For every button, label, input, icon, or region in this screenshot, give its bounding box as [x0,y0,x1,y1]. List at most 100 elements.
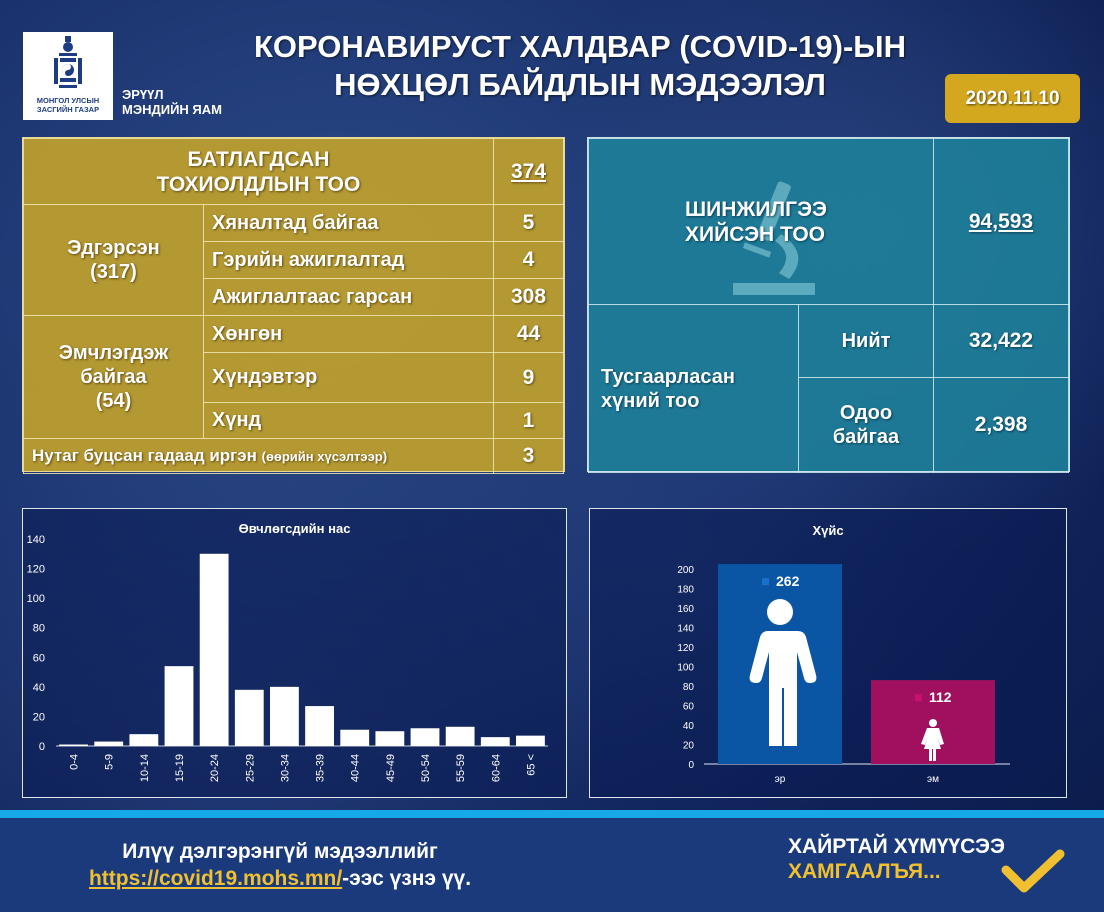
y-tick-label: 100 [27,593,45,605]
date-badge: 2020.11.10 [945,74,1080,123]
confirmed-title-line1: БАТЛАГДСАН [187,147,330,171]
ministry-name: ЭРҮҮЛ МЭНДИЙН ЯАМ [122,87,222,117]
age-bar [234,689,264,746]
row-value: 44 [493,315,564,353]
female-person-icon [921,719,944,761]
x-tick-label: 5-9 [104,754,116,770]
isolated-label-line1: Тусгаарласан [601,365,735,388]
age-bar [270,686,299,746]
footer: Илүү дэлгэрэнгүй мэдээллийг https://covi… [0,818,1104,912]
government-logo: МОНГОЛ УЛСЫН ЗАСГИЙН ГАЗАР [23,32,113,120]
current-label-line1: Одоо [839,402,893,424]
gender-bar-chart: 0 20 40 60 80 100 120 140 160 180 200 262 эр 112 эм [677,564,1010,785]
data-label: 262 [776,573,800,589]
row-value: 1 [493,402,564,439]
foreign-returned-label: Нутаг буцсан гадаад иргэн (өөрийн хүсэлт… [23,438,494,474]
y-tick-label: 0 [39,741,45,753]
y-tick-label: 20 [33,711,45,723]
y-tick-label: 40 [33,682,45,694]
confirmed-cases-table: БАТЛАГДСАН ТОХИОЛДЛЫН ТОО 374 Эдгэрсэн (… [22,137,565,474]
isolated-current-value: 2,398 [933,377,1069,473]
y-tick-label: 200 [677,565,694,576]
age-bar [164,666,194,746]
y-tick-label: 140 [677,624,694,635]
x-tick-label: 65 < [525,754,537,776]
covid-website-link[interactable]: https://covid19.mohs.mn/ [88,867,343,890]
current-label-line2: байгаа [832,426,900,448]
isolated-current-label: Одоо байгаа [798,377,934,473]
tests-header: ШИНЖИЛГЭЭ ХИЙСЭН ТОО [588,138,934,305]
age-bar [410,728,440,746]
in-treatment-group: Эмчлэгдэж байгаа (54) [23,315,204,439]
isolated-label-line2: хүний тоо [601,389,700,412]
tests-label-line1: ШИНЖИЛГЭЭ [685,197,827,221]
slogan-line2: ХАМГААЛЪЯ... [788,860,941,883]
age-bar [516,735,545,746]
in-treatment-label-line1: Эмчлэгдэж [58,342,169,364]
y-tick-label: 40 [683,721,695,732]
isolated-group: Тусгаарласан хүний тоо [588,304,799,473]
age-bar [480,737,510,746]
row-label: Гэрийн ажиглалтад [203,241,494,279]
x-tick-label: 40-44 [350,754,362,782]
y-tick-label: 0 [688,760,694,771]
age-bar [445,726,475,746]
foreign-returned-text: Нутаг буцсан гадаад иргэн [32,446,257,465]
recovered-group: Эдгэрсэн (317) [23,204,204,316]
tests-isolation-table: ШИНЖИЛГЭЭ ХИЙСЭН ТОО 94,593 Тусгаарласан… [587,137,1070,473]
x-tick-label: 10-14 [139,754,151,782]
age-bar [375,731,405,746]
age-bar [199,553,229,746]
x-tick-label: 20-24 [209,754,221,782]
footer-info-suffix: -ээс үзнэ үү. [342,867,472,890]
title-line1: КОРОНАВИРУСТ ХАЛДВАР (COVID-19)-ЫН [253,29,907,64]
row-label: Ажиглалтаас гарсан [203,278,494,316]
footer-info-line1: Илүү дэлгэрэнгүй мэдээллийг [122,840,438,863]
y-tick-label: 20 [683,741,695,752]
gender-chart-title: Хүйс [812,523,844,538]
age-bar-chart: 0 20 40 60 80 100 120 140 0-4 5-9 10-14 15-19 20-24 2… [27,534,548,782]
legend-swatch-icon [915,694,922,702]
slogan: ХАЙРТАЙ ХҮМҮҮСЭЭ ХАМГААЛЪЯ... [788,834,1005,884]
x-tick-label: 0-4 [69,754,81,770]
x-tick-label: 50-54 [420,754,432,782]
y-tick-label: 120 [27,564,45,576]
title-line2: НӨХЦӨЛ БАЙДЛЫН МЭДЭЭЛЭЛ [334,67,826,102]
age-chart-panel: Өвчлөгсдийн нас 0 20 40 60 80 100 120 140 0-4 5-9… [22,508,567,798]
legend-swatch-icon [762,578,769,586]
x-tick-label: 25-29 [244,754,256,782]
ministry-line2: МЭНДИЙН ЯАМ [122,102,222,117]
isolated-total-label: Нийт [798,304,934,378]
row-value: 5 [493,204,564,242]
page-title: КОРОНАВИРУСТ ХАЛДВАР (COVID-19)-ЫН НӨХЦӨ… [230,28,930,104]
y-tick-label: 60 [683,702,695,713]
logo-text-line1: МОНГОЛ УЛСЫН [36,96,100,105]
x-tick-label: 30-34 [279,754,291,782]
y-tick-label: 160 [677,604,694,615]
row-value: 308 [493,278,564,316]
row-value: 9 [493,352,564,403]
x-tick-label: 35-39 [315,754,327,782]
row-label: Хөнгөн [203,315,494,353]
foreign-returned-value: 3 [493,438,564,474]
footer-divider [0,810,1104,818]
footer-info: Илүү дэлгэрэнгүй мэдээллийг https://covi… [0,838,560,892]
age-bar [305,706,334,746]
checkmark-icon [1001,849,1065,893]
recovered-count: (317) [90,261,137,283]
recovered-label: Эдгэрсэн [67,237,160,259]
in-treatment-count: (54) [95,390,132,412]
x-tick-label: 15-19 [174,754,186,782]
isolated-total-value: 32,422 [933,304,1069,378]
y-tick-label: 180 [677,585,694,596]
x-tick-label: 55-59 [455,754,467,782]
confirmed-title-line2: ТОХИОЛДЛЫН ТОО [156,172,361,196]
foreign-returned-note: (өөрийн хүсэлтээр) [261,449,388,464]
y-tick-label: 80 [33,623,45,635]
age-bar [340,729,370,746]
x-tick-label: эм [927,774,939,785]
y-tick-label: 120 [677,643,694,654]
row-label: Хүнд [203,402,494,439]
y-tick-label: 140 [27,534,45,546]
age-chart-title: Өвчлөгсдийн нас [238,521,351,536]
